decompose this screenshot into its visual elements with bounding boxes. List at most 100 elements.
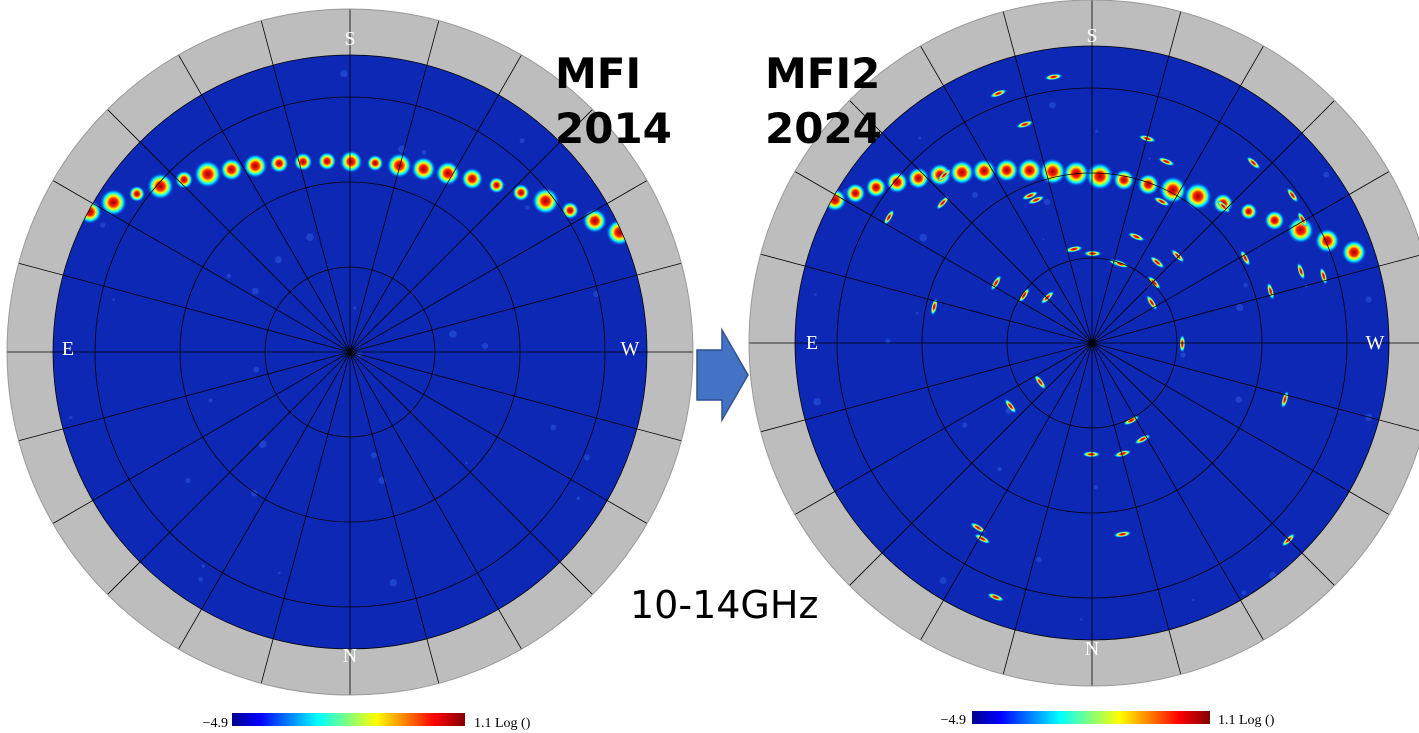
noise	[576, 496, 581, 501]
noise	[1323, 171, 1330, 178]
noise	[971, 192, 978, 198]
grid-spoke	[760, 253, 1093, 344]
noise	[915, 311, 919, 315]
source-blob	[1184, 182, 1212, 211]
source-trail	[1296, 262, 1306, 280]
year-label: 2014	[555, 104, 672, 153]
grid-spoke	[260, 351, 351, 684]
colorbar-min: −4.9	[203, 716, 228, 731]
grid-spoke	[260, 20, 351, 353]
noise	[813, 397, 822, 406]
source-blob	[128, 185, 146, 202]
source-trail	[1134, 434, 1151, 445]
source-trail	[1216, 199, 1231, 214]
noise	[1365, 296, 1372, 303]
source-blob	[366, 154, 384, 172]
grid-spoke	[794, 171, 1093, 344]
noise	[278, 571, 281, 575]
compass-label: S	[344, 28, 355, 50]
grid-spoke	[52, 351, 351, 524]
noise	[198, 577, 203, 583]
noise	[353, 306, 357, 310]
source-trail	[1127, 232, 1145, 242]
noise	[1364, 594, 1372, 601]
arrow	[696, 327, 749, 423]
source-trail	[1149, 256, 1165, 269]
ring-edge	[6, 8, 694, 696]
source-trail	[1157, 157, 1175, 166]
source-trail	[1065, 245, 1083, 253]
noise	[917, 136, 922, 140]
source-blob	[949, 160, 975, 185]
source-trail	[1044, 73, 1063, 81]
sky-map	[748, 0, 1419, 687]
source-blob	[220, 158, 243, 181]
sky-map	[6, 8, 694, 696]
source-trail	[1297, 211, 1308, 228]
source-trail	[1147, 275, 1161, 290]
compass-label: E	[806, 332, 818, 354]
noise	[1236, 304, 1244, 312]
colorbar-max: 1.1 Log ()	[474, 716, 531, 731]
grid-spoke	[349, 109, 593, 353]
noise	[1049, 101, 1056, 109]
source-blob	[1085, 162, 1114, 191]
source-trail	[1021, 191, 1039, 201]
noise	[939, 577, 947, 584]
source-blob	[865, 176, 887, 198]
source-blob	[1264, 210, 1285, 231]
colorbar-max: 1.1 Log ()	[1218, 713, 1275, 728]
source-blob	[994, 158, 1019, 183]
noise	[208, 398, 213, 403]
source-trail	[1281, 533, 1296, 547]
compass-label: S	[1086, 25, 1097, 47]
source-trail	[883, 209, 895, 226]
source-trail	[1082, 451, 1101, 458]
colorbar	[232, 713, 465, 726]
source-trail	[1018, 287, 1030, 303]
noise	[1180, 352, 1186, 358]
grid-spoke	[1091, 171, 1390, 344]
noise	[962, 422, 968, 428]
grid-spoke	[1002, 11, 1093, 344]
grid-spoke	[349, 180, 648, 353]
noise	[465, 461, 468, 465]
compass-label: W	[621, 338, 640, 360]
source-blob	[1039, 158, 1066, 185]
noise	[389, 578, 398, 587]
colorbar-min: −4.9	[941, 713, 966, 728]
source-trail	[1027, 195, 1045, 205]
grid-spoke	[349, 262, 682, 353]
source-blob	[411, 156, 436, 182]
source-trail	[1266, 282, 1275, 300]
source-trail	[1170, 249, 1185, 263]
noise	[1093, 484, 1098, 490]
grid-spoke	[1091, 342, 1335, 586]
sky-content	[68, 69, 633, 632]
noise	[1043, 198, 1051, 206]
source-blob	[147, 172, 174, 200]
source-trail	[989, 89, 1007, 98]
grid-spoke	[920, 45, 1093, 344]
grid-spoke	[849, 342, 1093, 586]
source-blob	[1017, 158, 1042, 183]
source-blob	[845, 183, 866, 204]
source-blob	[532, 187, 560, 215]
source-trail	[1153, 196, 1170, 207]
source-trail	[987, 592, 1005, 602]
source-trail	[1113, 449, 1132, 458]
grid-spoke	[349, 351, 440, 684]
source-trail	[1004, 398, 1017, 414]
compass-label: W	[1366, 332, 1385, 354]
source-trail	[1034, 374, 1047, 390]
sky-content	[813, 73, 1373, 621]
grid-spoke	[920, 342, 1093, 641]
source-trail	[1113, 530, 1132, 538]
grid-spoke	[1091, 342, 1182, 675]
noise	[111, 628, 116, 632]
grid-spoke	[52, 180, 351, 353]
source-trail	[990, 275, 1002, 291]
noise	[68, 585, 72, 590]
grid-spoke	[178, 351, 351, 650]
